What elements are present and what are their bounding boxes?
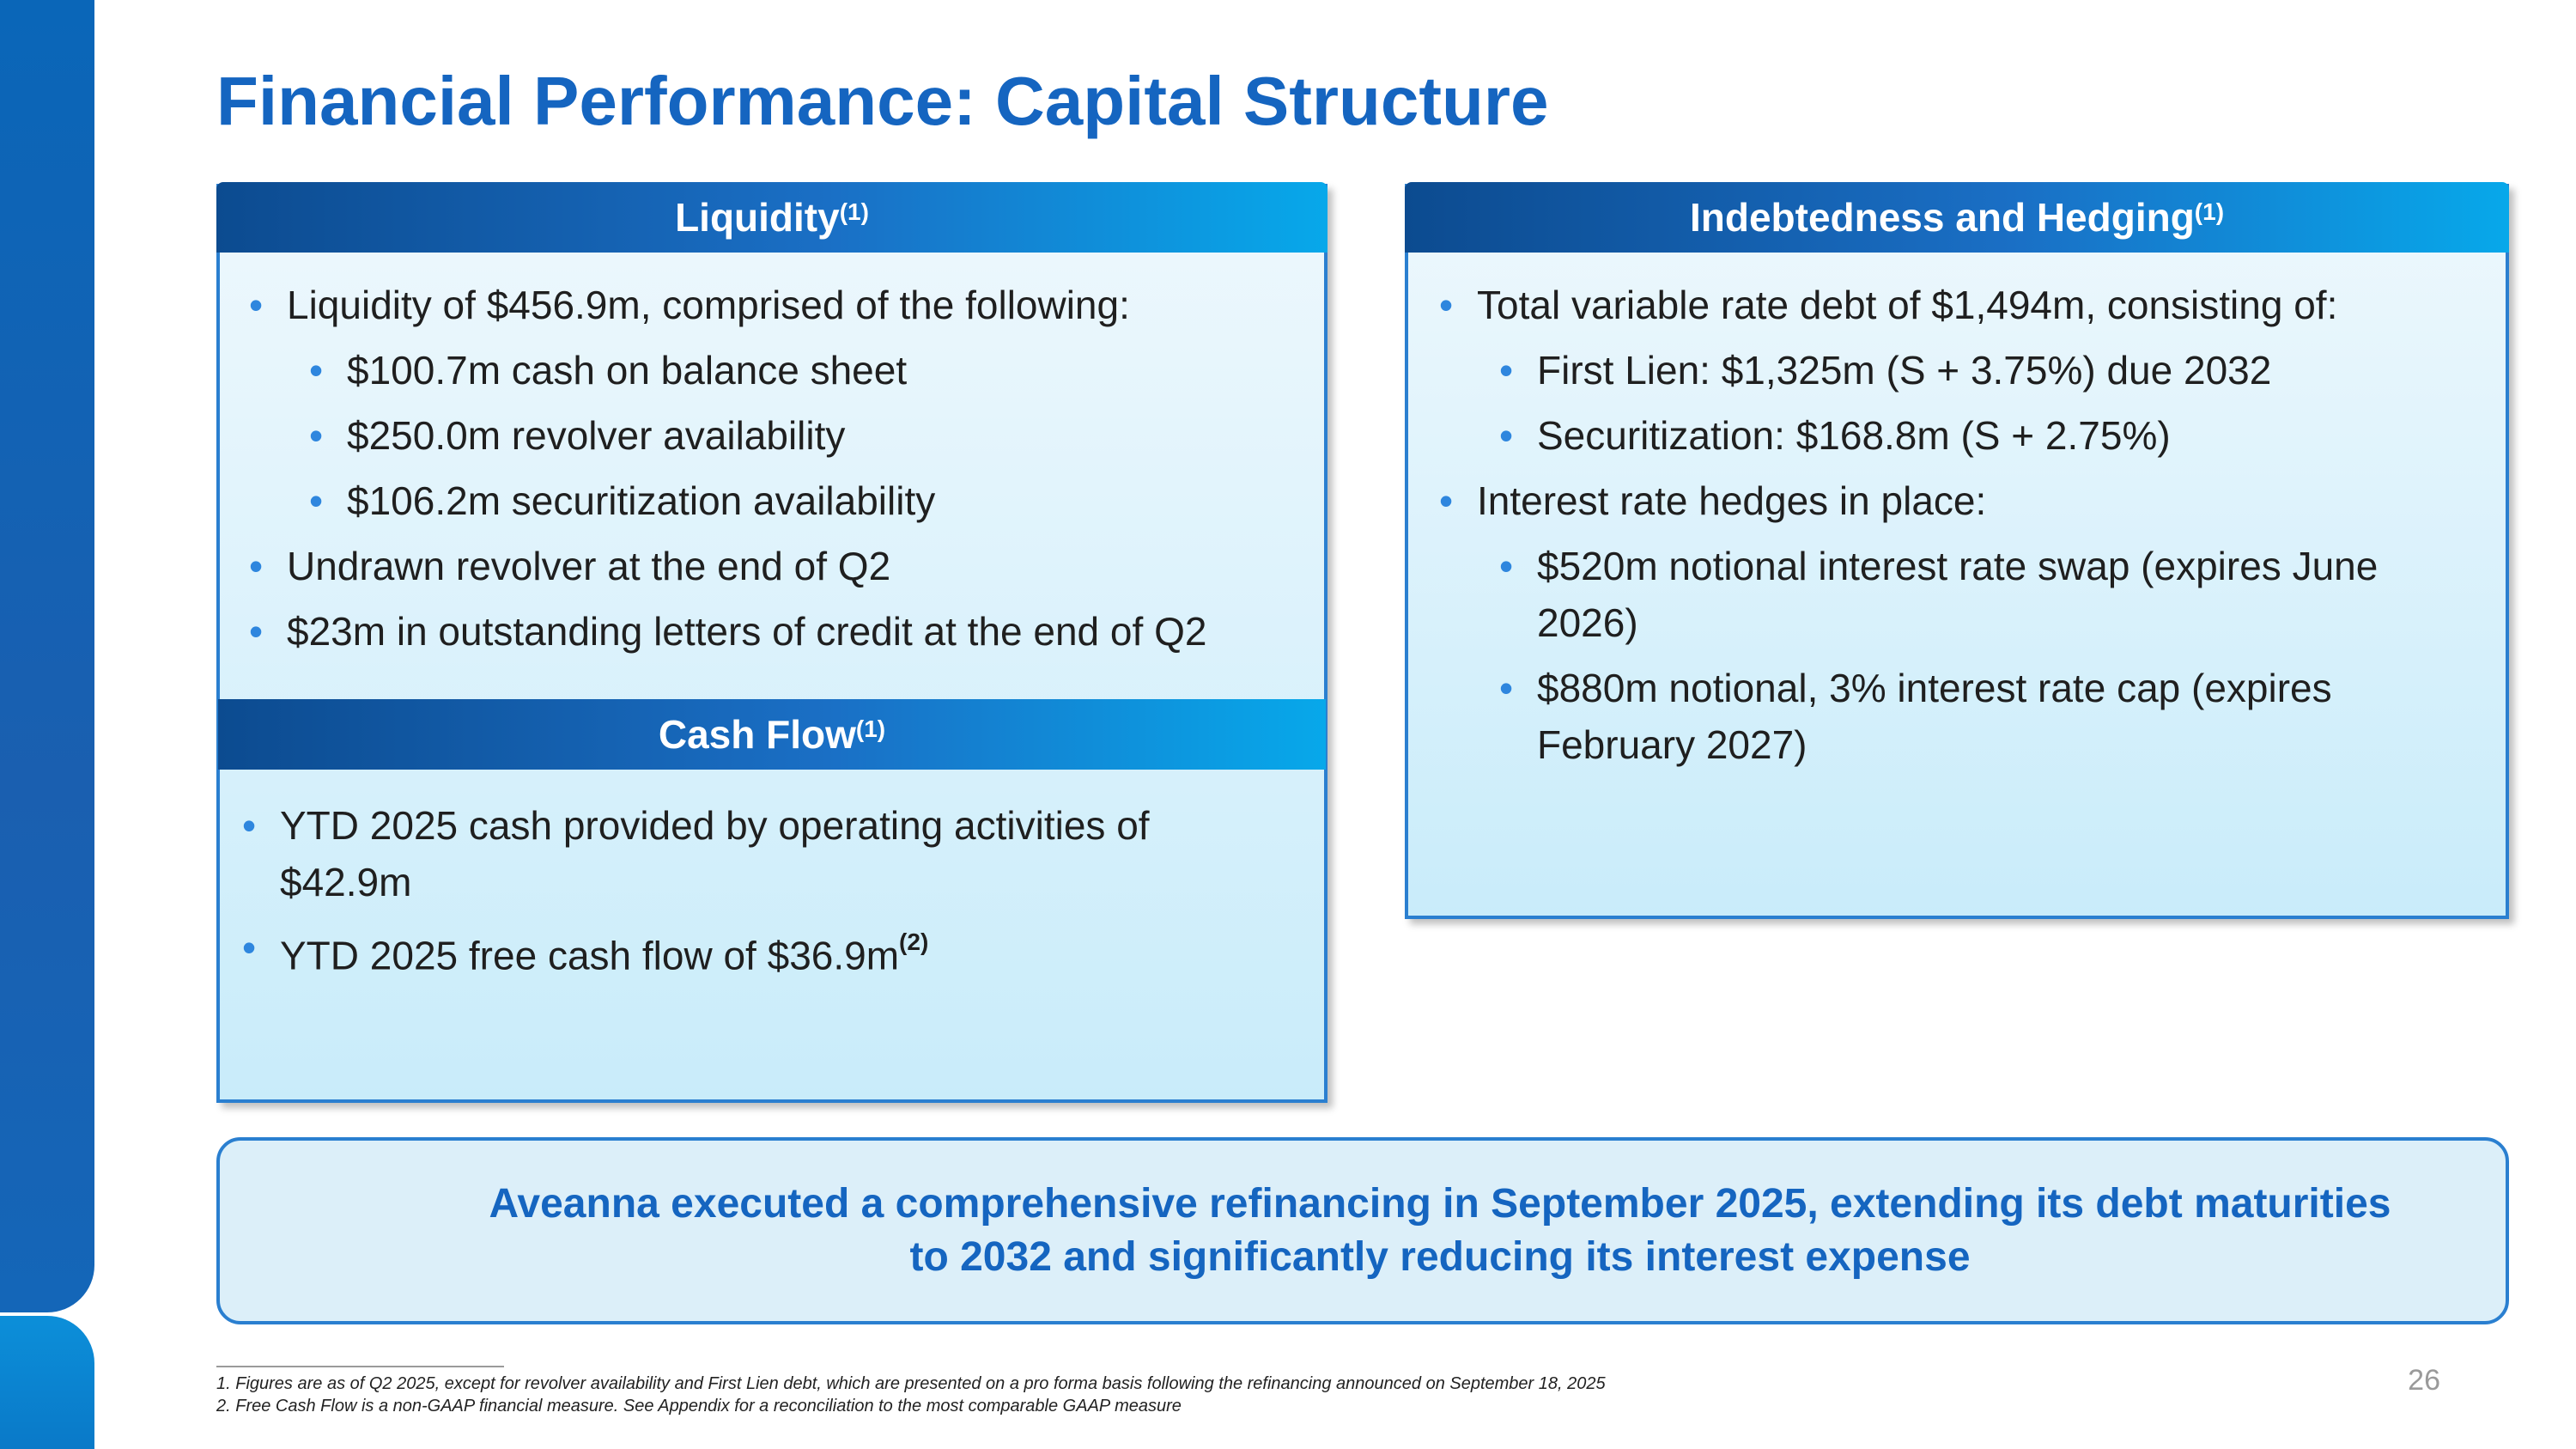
liquidity-heading-note: (1) bbox=[839, 198, 869, 225]
list-item: YTD 2025 cash provided by operating acti… bbox=[242, 797, 1273, 910]
list-item: Undrawn revolver at the end of Q2 bbox=[249, 538, 1314, 594]
cash-flow-list: YTD 2025 cash provided by operating acti… bbox=[242, 797, 1273, 992]
footnote-divider bbox=[216, 1366, 504, 1367]
list-item: Securitization: $168.8m (S + 2.75%) bbox=[1499, 407, 2470, 464]
side-accent-bar bbox=[0, 0, 94, 1312]
list-item: $250.0m revolver availability bbox=[309, 407, 1314, 464]
callout-text: Aveanna executed a comprehensive refinan… bbox=[489, 1181, 2391, 1280]
cash-flow-heading-note: (1) bbox=[855, 715, 886, 742]
refinancing-callout: Aveanna executed a comprehensive refinan… bbox=[216, 1137, 2509, 1324]
list-item: Interest rate hedges in place: bbox=[1439, 472, 2470, 529]
list-item-text: YTD 2025 free cash flow of $36.9m bbox=[280, 933, 900, 978]
list-item: First Lien: $1,325m (S + 3.75%) due 2032 bbox=[1499, 342, 2470, 399]
slide-title: Financial Performance: Capital Structure bbox=[216, 63, 1549, 139]
footnote-marker: (2) bbox=[899, 928, 929, 955]
list-item: YTD 2025 free cash flow of $36.9m(2) bbox=[242, 919, 1273, 983]
cash-flow-header: Cash Flow (1) bbox=[218, 699, 1326, 770]
list-item: $106.2m securitization availability bbox=[309, 472, 1314, 529]
footnotes: 1. Figures are as of Q2 2025, except for… bbox=[216, 1373, 1606, 1417]
cash-flow-heading: Cash Flow bbox=[658, 712, 856, 757]
indebtedness-heading: Indebtedness and Hedging bbox=[1689, 195, 2195, 240]
list-item: Total variable rate debt of $1,494m, con… bbox=[1439, 277, 2470, 333]
list-item: $880m notional, 3% interest rate cap (ex… bbox=[1499, 660, 2470, 773]
indebtedness-heading-note: (1) bbox=[2194, 198, 2225, 225]
liquidity-list: Liquidity of $456.9m, comprised of the f… bbox=[249, 277, 1314, 668]
footnote-2: 2. Free Cash Flow is a non-GAAP financia… bbox=[216, 1397, 1182, 1416]
list-item: $23m in outstanding letters of credit at… bbox=[249, 603, 1314, 660]
page-number: 26 bbox=[2408, 1364, 2440, 1397]
indebtedness-list: Total variable rate debt of $1,494m, con… bbox=[1439, 277, 2470, 782]
list-item: Liquidity of $456.9m, comprised of the f… bbox=[249, 277, 1314, 333]
list-item: $520m notional interest rate swap (expir… bbox=[1499, 538, 2470, 651]
list-item: $100.7m cash on balance sheet bbox=[309, 342, 1314, 399]
indebtedness-header: Indebtedness and Hedging (1) bbox=[1405, 182, 2509, 253]
list-item-text: YTD 2025 cash provided by operating acti… bbox=[280, 803, 1150, 904]
footnote-1: 1. Figures are as of Q2 2025, except for… bbox=[216, 1374, 1606, 1393]
liquidity-heading: Liquidity bbox=[675, 195, 840, 240]
liquidity-header: Liquidity (1) bbox=[216, 182, 1327, 253]
side-accent-tab bbox=[0, 1316, 94, 1449]
